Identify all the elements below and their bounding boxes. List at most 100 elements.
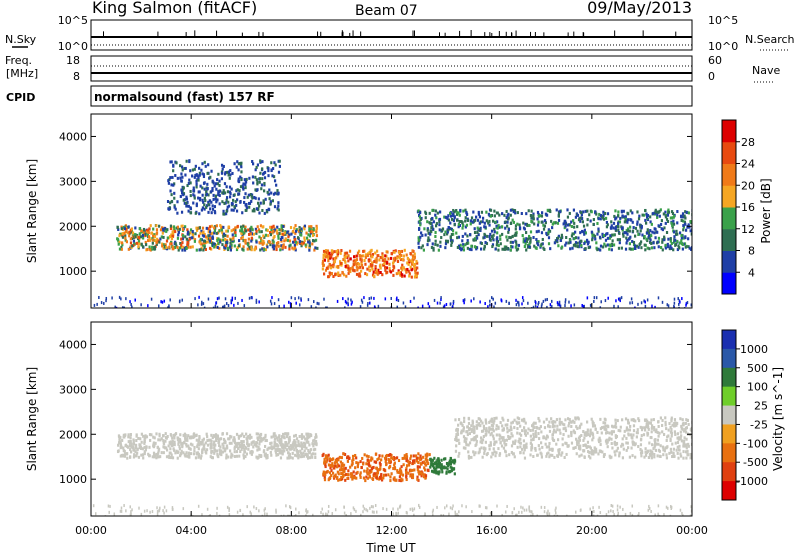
echo-cell: [244, 238, 247, 242]
echo-cell: [411, 260, 414, 264]
echo-cell: [376, 471, 380, 475]
echo-cell: [680, 239, 683, 243]
echo-cell: [273, 234, 276, 238]
echo-cell: [240, 443, 244, 447]
echo-cell: [557, 211, 561, 215]
echo-cell: [185, 237, 188, 241]
echo-cell: [462, 243, 465, 247]
echo-cell: [631, 436, 634, 440]
echo-cell: [538, 419, 541, 423]
echo-cell: [222, 446, 225, 450]
echo-cell: [135, 433, 138, 437]
echo-cell: [196, 443, 199, 447]
echo-cell: [165, 246, 168, 250]
echo-cell: [485, 210, 488, 214]
echo-cell: [681, 243, 684, 247]
echo-cell: [505, 209, 508, 213]
echo-cell: [573, 420, 576, 424]
echo-cell: [458, 246, 462, 250]
echo-cell: [93, 303, 96, 307]
echo-cell: [118, 247, 122, 251]
echo-cell: [234, 234, 237, 238]
echo-cell: [660, 227, 663, 231]
echo-cell: [424, 457, 427, 461]
echo-cell: [277, 208, 280, 212]
echo-cell: [248, 205, 251, 209]
echo-cell: [255, 229, 258, 233]
echo-cell: [330, 264, 333, 268]
echo-cell: [590, 452, 593, 456]
echo-cell: [130, 245, 133, 249]
echo-cell: [462, 245, 465, 249]
echo-cell: [483, 235, 486, 239]
echo-cell: [172, 247, 175, 251]
echo-cell: [272, 432, 275, 436]
echo-cell: [536, 305, 539, 308]
echo-cell: [184, 225, 187, 229]
echo-cell: [166, 236, 169, 240]
echo-cell: [171, 436, 174, 440]
echo-cell: [532, 236, 535, 240]
echo-cell: [502, 436, 505, 440]
echo-cell: [466, 234, 469, 238]
echo-cell: [245, 432, 248, 436]
echo-cell: [333, 250, 336, 254]
echo-cell: [393, 478, 396, 482]
echo-cell: [222, 232, 226, 236]
echo-cell: [622, 234, 625, 238]
y-tick-label: 2000: [59, 220, 87, 233]
echo-cell: [339, 478, 342, 482]
echo-cell: [461, 423, 464, 427]
echo-cell: [349, 472, 353, 476]
echo-cell: [359, 265, 362, 269]
echo-cell: [209, 232, 212, 236]
echo-cell: [300, 444, 304, 448]
echo-cell: [239, 443, 242, 447]
echo-cell: [262, 234, 265, 238]
echo-cell: [152, 451, 156, 455]
echo-cell: [170, 434, 173, 438]
echo-cell: [482, 446, 486, 450]
echo-cell: [534, 448, 537, 452]
echo-cell: [355, 509, 357, 513]
echo-cell: [120, 245, 123, 249]
echo-cell: [320, 511, 322, 515]
echo-cell: [248, 433, 252, 437]
echo-cell: [646, 231, 649, 235]
echo-cell: [401, 473, 405, 477]
echo-cell: [457, 454, 460, 458]
echo-cell: [362, 254, 365, 258]
echo-cell: [249, 227, 252, 231]
echo-cell: [227, 225, 230, 229]
echo-cell: [195, 248, 198, 252]
echo-cell: [281, 236, 284, 240]
echo-cell: [192, 193, 195, 197]
echo-cell: [643, 455, 646, 459]
echo-cell: [203, 232, 206, 236]
echo-cell: [390, 453, 393, 457]
echo-cell: [358, 272, 361, 276]
echo-cell: [294, 229, 298, 233]
echo-cell: [281, 228, 284, 232]
echo-cell: [657, 236, 661, 240]
echo-cell: [402, 254, 405, 258]
echo-cell: [449, 302, 452, 306]
echo-cell: [202, 173, 206, 177]
echo-cell: [116, 237, 119, 241]
echo-cell: [483, 427, 486, 431]
echo-cell: [337, 458, 340, 462]
echo-cell: [656, 213, 659, 217]
echo-cell: [254, 188, 257, 192]
echo-cell: [510, 432, 513, 436]
echo-cell: [451, 459, 455, 463]
echo-cell: [161, 227, 165, 231]
echo-cell: [266, 512, 268, 516]
echo-cell: [129, 241, 133, 245]
echo-cell: [640, 434, 643, 438]
echo-cell: [211, 449, 214, 453]
echo-cell: [373, 510, 375, 514]
echo-cell: [273, 228, 277, 232]
echo-cell: [504, 449, 507, 453]
echo-cell: [450, 240, 453, 244]
